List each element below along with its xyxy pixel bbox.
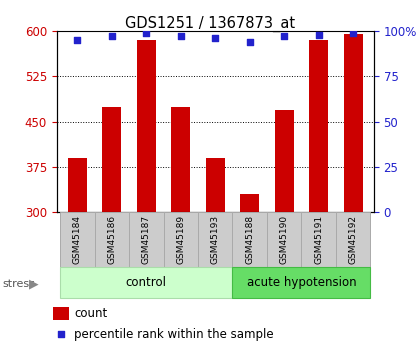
Bar <box>198 212 233 267</box>
Point <box>315 32 322 38</box>
Bar <box>267 212 302 267</box>
Point <box>57 332 64 337</box>
Point <box>247 39 253 45</box>
Bar <box>60 212 94 267</box>
Bar <box>275 110 294 212</box>
Point <box>177 34 184 39</box>
Text: stress: stress <box>2 279 35 288</box>
Bar <box>60 267 233 298</box>
Point <box>74 37 81 43</box>
Bar <box>233 267 370 298</box>
Bar <box>68 158 87 212</box>
Bar <box>302 212 336 267</box>
Text: GSM45186: GSM45186 <box>108 215 116 264</box>
Point <box>143 30 150 36</box>
Bar <box>53 307 69 320</box>
Bar <box>94 212 129 267</box>
Point <box>281 34 288 39</box>
Bar <box>163 212 198 267</box>
Text: GSM45189: GSM45189 <box>176 215 185 264</box>
Bar <box>137 40 156 212</box>
Text: percentile rank within the sample: percentile rank within the sample <box>74 328 274 341</box>
Bar <box>233 212 267 267</box>
Bar <box>129 212 163 267</box>
Text: GSM45191: GSM45191 <box>314 215 323 264</box>
Bar <box>206 158 225 212</box>
Text: acute hypotension: acute hypotension <box>247 276 356 289</box>
Text: ▶: ▶ <box>29 277 38 290</box>
Point <box>108 34 115 39</box>
Bar <box>171 107 190 212</box>
Text: GDS1251 / 1367873_at: GDS1251 / 1367873_at <box>125 16 295 32</box>
Point <box>212 36 219 41</box>
Text: GSM45184: GSM45184 <box>73 215 82 264</box>
Text: count: count <box>74 307 108 320</box>
Text: GSM45190: GSM45190 <box>280 215 289 264</box>
Bar <box>240 194 259 212</box>
Bar <box>344 34 362 212</box>
Bar <box>336 212 370 267</box>
Bar <box>102 107 121 212</box>
Point <box>350 30 357 36</box>
Text: GSM45192: GSM45192 <box>349 215 357 264</box>
Bar <box>309 40 328 212</box>
Text: GSM45187: GSM45187 <box>142 215 151 264</box>
Text: GSM45193: GSM45193 <box>211 215 220 264</box>
Text: GSM45188: GSM45188 <box>245 215 254 264</box>
Text: control: control <box>126 276 167 289</box>
